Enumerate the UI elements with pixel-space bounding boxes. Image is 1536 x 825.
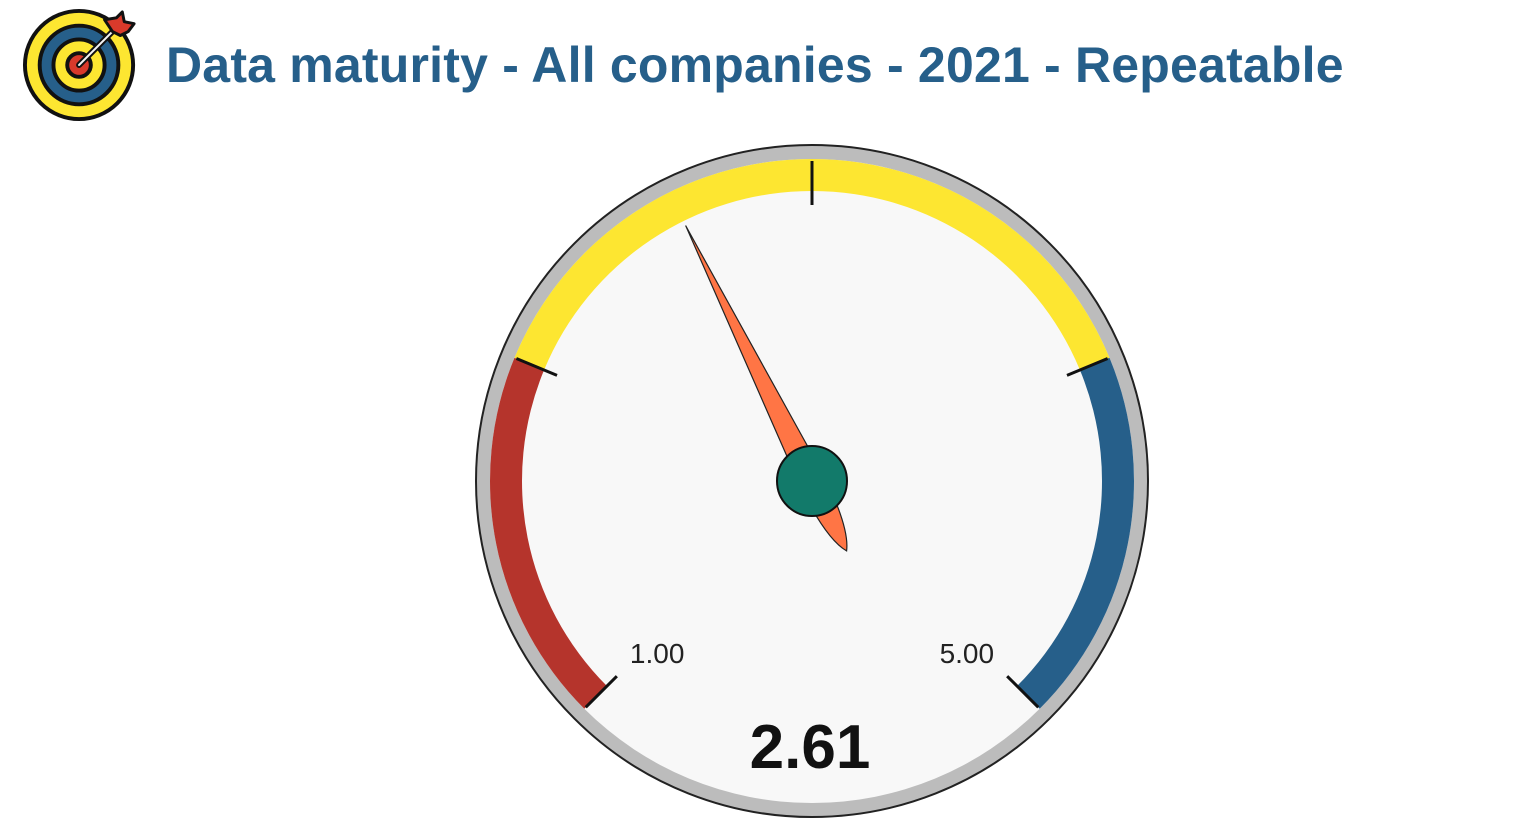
gauge-hub [776,445,848,517]
gauge-max-label: 5.00 [940,638,995,669]
page-title: Data maturity - All companies - 2021 - R… [166,37,1344,93]
target-dart-icon [22,8,136,122]
gauge-bands [490,158,1134,709]
gauge-tick-4 [1006,675,1040,709]
gauge-tick-0 [584,675,618,709]
gauge-tick-1 [515,357,558,377]
gauge-min-label: 1.00 [630,638,685,669]
gauge-band-1 [514,158,1110,371]
gauge-tick-3 [1066,357,1109,377]
gauge-band-0 [490,357,607,709]
header: Data maturity - All companies - 2021 - R… [22,6,1344,124]
gauge-value-label: 2.61 [750,713,871,782]
gauge-ticks [515,161,1109,709]
gauge-band-2 [1017,357,1134,709]
